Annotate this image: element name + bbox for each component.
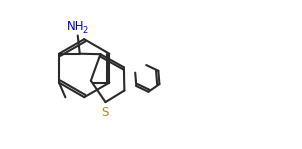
Text: NH: NH bbox=[67, 20, 85, 33]
Text: 2: 2 bbox=[83, 26, 88, 35]
Text: S: S bbox=[101, 106, 109, 119]
